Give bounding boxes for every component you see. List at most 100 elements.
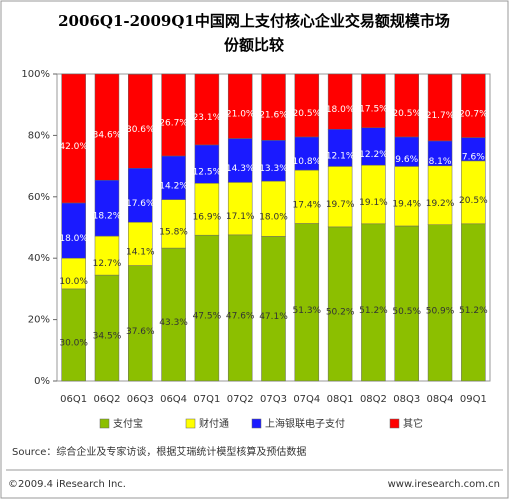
x-tick-label: 08Q1 xyxy=(327,394,354,405)
value-label: 50.2% xyxy=(326,307,355,317)
bar-segment xyxy=(461,223,486,382)
legend-label: 上海银联电子支付 xyxy=(265,417,345,430)
bar-segment xyxy=(261,73,286,141)
x-tick-label: 07Q3 xyxy=(260,394,287,405)
source: Source：综合企业及专家访谈，根据艾瑞统计模型核算及预估数据 xyxy=(12,445,306,458)
value-label: 47.5% xyxy=(193,312,222,322)
bar-segment xyxy=(128,74,153,169)
y-tick-label: 0% xyxy=(34,376,50,387)
bar-segment xyxy=(261,180,286,237)
value-label: 10.0% xyxy=(59,277,88,287)
value-label: 51.2% xyxy=(359,306,388,316)
value-label: 17.4% xyxy=(293,200,322,210)
website: www.iresearch.com.cn xyxy=(388,479,500,490)
value-label: 19.2% xyxy=(426,199,455,209)
legend-label: 其它 xyxy=(403,417,423,430)
value-label: 7.6% xyxy=(462,153,485,163)
value-label: 21.7% xyxy=(426,111,455,121)
value-label: 14.1% xyxy=(126,247,155,257)
bar-segment xyxy=(327,73,353,130)
x-tick-label: 06Q1 xyxy=(60,394,87,405)
value-label: 18.2% xyxy=(93,212,122,222)
value-label: 47.1% xyxy=(259,312,288,322)
value-label: 15.8% xyxy=(159,227,188,237)
bar-segment xyxy=(227,73,253,139)
value-label: 12.7% xyxy=(93,259,122,269)
value-label: 20.5% xyxy=(392,109,421,119)
value-label: 19.1% xyxy=(359,198,388,208)
value-label: 18.0% xyxy=(59,234,88,244)
x-tick-label: 08Q2 xyxy=(360,394,387,405)
bar-segment xyxy=(361,164,386,225)
bar-segment xyxy=(161,247,186,382)
bar-segment xyxy=(294,169,320,224)
value-label: 23.1% xyxy=(193,113,222,123)
value-label: 10.8% xyxy=(293,157,322,167)
legend-swatch xyxy=(99,418,110,429)
x-tick-label: 08Q4 xyxy=(427,394,454,405)
legend-swatch xyxy=(389,418,400,429)
bar-segment xyxy=(361,73,386,128)
bar-segment xyxy=(161,73,186,157)
bar-segment xyxy=(427,74,453,142)
value-label: 12.2% xyxy=(359,150,388,160)
bar-segment xyxy=(227,234,253,382)
legend-label: 财付通 xyxy=(199,417,229,430)
bar-segment xyxy=(394,225,419,382)
bar-segment xyxy=(94,274,120,382)
value-label: 47.6% xyxy=(226,311,255,321)
copyright: ©2009.4 iResearch Inc. xyxy=(8,479,126,490)
value-label: 51.2% xyxy=(459,306,488,316)
value-label: 17.6% xyxy=(126,199,155,209)
x-tick-label: 09Q1 xyxy=(460,394,487,405)
y-tick-label: 60% xyxy=(28,192,50,203)
bar-segment xyxy=(94,235,120,276)
value-label: 16.9% xyxy=(193,213,222,223)
chart-title: 份额比较 xyxy=(224,36,284,54)
bar-segment xyxy=(128,265,153,382)
value-label: 17.5% xyxy=(359,104,388,114)
bar-segment xyxy=(294,73,320,138)
bar-segment xyxy=(94,179,120,237)
value-label: 18.0% xyxy=(259,212,288,222)
value-label: 13.3% xyxy=(259,164,288,174)
bar-segment xyxy=(461,160,486,225)
legend-label: 支付宝 xyxy=(113,417,143,430)
value-label: 20.5% xyxy=(293,109,322,119)
value-label: 20.5% xyxy=(459,196,488,206)
x-tick-label: 07Q2 xyxy=(227,394,254,405)
legend-swatch xyxy=(251,418,262,429)
x-tick-label: 07Q1 xyxy=(193,394,220,405)
bar-segment xyxy=(294,223,320,382)
bar-segment xyxy=(227,138,253,183)
value-label: 17.1% xyxy=(226,212,255,222)
bar-segment xyxy=(161,199,186,249)
chart-title: 2006Q1-2009Q1中国网上支付核心企业交易额规模市场 xyxy=(58,12,450,30)
value-label: 12.1% xyxy=(326,151,355,161)
bar-segment xyxy=(461,73,486,138)
value-label: 42.0% xyxy=(59,142,88,152)
bar-segment xyxy=(194,183,220,236)
bar-segment xyxy=(61,73,86,204)
value-label: 34.6% xyxy=(93,131,122,141)
bar-segment xyxy=(227,182,253,236)
bar-segment xyxy=(94,73,120,181)
value-label: 19.7% xyxy=(326,200,355,210)
bar-segment xyxy=(427,224,453,382)
value-label: 37.6% xyxy=(126,327,155,337)
x-tick-label: 06Q4 xyxy=(160,394,187,405)
y-tick-label: 40% xyxy=(28,253,50,264)
value-label: 43.3% xyxy=(159,318,188,328)
bar-segment xyxy=(327,226,353,382)
bar-segment xyxy=(128,222,153,266)
value-label: 19.4% xyxy=(392,200,421,210)
bar-segment xyxy=(394,73,419,138)
value-label: 51.3% xyxy=(293,306,322,316)
bar-segment xyxy=(194,234,220,382)
bar-segment xyxy=(361,223,386,382)
x-tick-label: 08Q3 xyxy=(393,394,420,405)
value-label: 12.5% xyxy=(193,168,222,178)
bar-segment xyxy=(261,140,286,182)
bar-segment xyxy=(61,202,86,259)
